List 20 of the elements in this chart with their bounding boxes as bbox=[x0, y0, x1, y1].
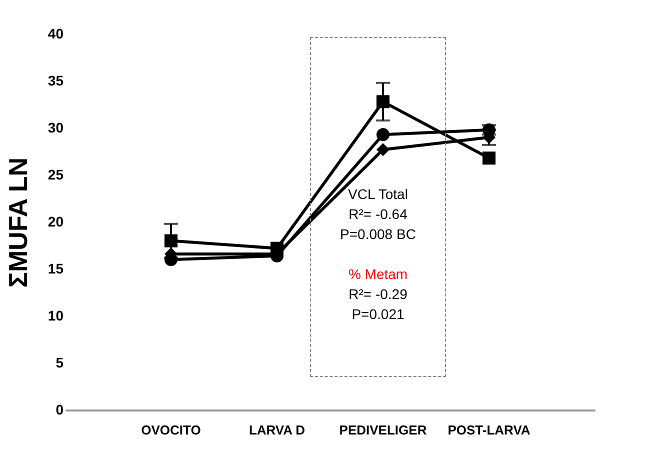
y-tick-label: 0 bbox=[56, 402, 64, 418]
y-axis-title: ΣMUFA LN bbox=[2, 157, 33, 288]
x-tick-label: PEDIVELIGER bbox=[339, 422, 428, 438]
annotation: VCL Total bbox=[347, 184, 409, 204]
y-tick-label: 40 bbox=[48, 26, 64, 42]
y-tick-label: 20 bbox=[48, 214, 64, 230]
y-tick-label: 25 bbox=[48, 166, 64, 182]
x-tick-label: LARVA D bbox=[248, 422, 306, 438]
annotation: % Metam bbox=[347, 264, 409, 284]
annotation: R²= -0.29 bbox=[348, 284, 408, 304]
x-tick-label: POST-LARVA bbox=[448, 422, 531, 438]
annotation: P=0.008 BC bbox=[339, 224, 417, 244]
annotation: P=0.021 bbox=[350, 304, 406, 324]
y-tick-label: 35 bbox=[48, 72, 64, 88]
y-tick-label: 30 bbox=[48, 120, 64, 136]
y-tick-label: 15 bbox=[48, 260, 64, 276]
y-tick-label: 5 bbox=[56, 354, 64, 370]
x-tick-label: OVOCITO bbox=[141, 422, 201, 438]
y-tick-label: 10 bbox=[48, 308, 64, 324]
annotation: R²= -0.64 bbox=[348, 204, 408, 224]
